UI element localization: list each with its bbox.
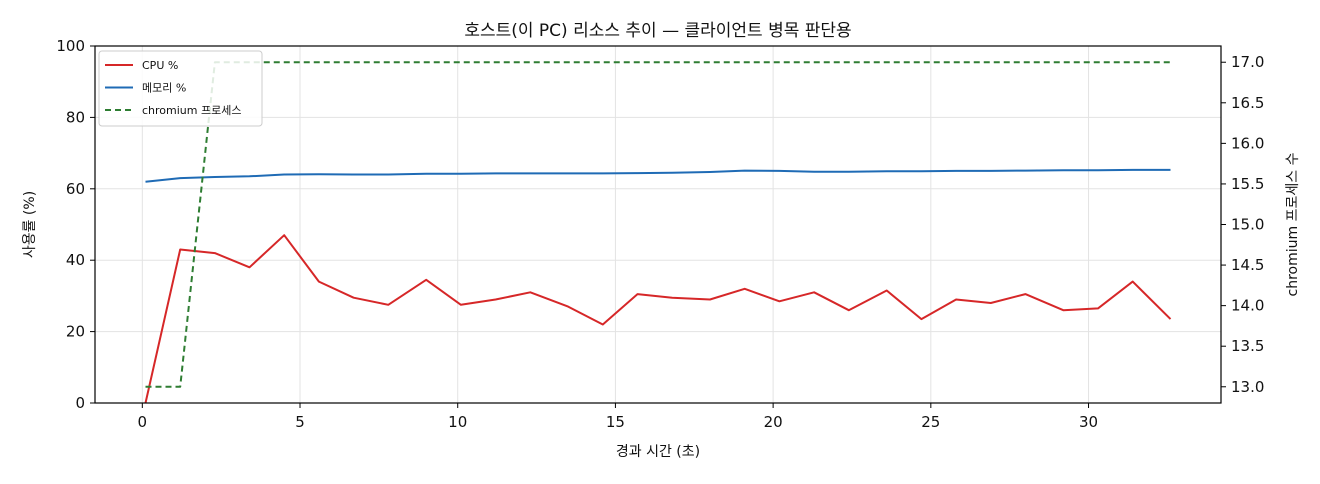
series-layer: [144, 61, 1172, 404]
chart-title: 호스트(이 PC) 리소스 추이 — 클라이언트 병목 판단용: [464, 21, 851, 41]
y-axis-label: 사용률 (%): [22, 191, 38, 258]
series-line-3: [145, 61, 1171, 388]
x-tick-label: 25: [921, 413, 940, 431]
y2-tick-label: 15.0: [1231, 216, 1264, 234]
legend-label-3: chromium 프로세스: [142, 104, 241, 117]
y2-axis-label: chromium 프로세스 수: [1285, 152, 1301, 296]
legend-box: [98, 50, 263, 127]
y-tick-label: 20: [66, 323, 85, 341]
tick-layer: 0 5 10 15 20 25 30 0 20 40 60 80 100 13.0 13.5 14.0 14.5…: [56, 37, 1264, 431]
x-axis-label: 경과 시간 (초): [616, 444, 700, 460]
y2-tick-label: 13.5: [1231, 337, 1264, 355]
y-tick-label: 100: [56, 37, 85, 55]
legend-label-1: CPU %: [142, 59, 178, 72]
x-tick-label: 5: [295, 413, 305, 431]
series-line-1: [144, 234, 1172, 404]
y2-tick-label: 16.5: [1231, 94, 1264, 112]
x-tick-label: 15: [606, 413, 625, 431]
y2-tick-label: 16.0: [1231, 134, 1264, 152]
x-tick-label: 0: [138, 413, 148, 431]
series-line-2: [145, 168, 1171, 183]
y-tick-label: 40: [66, 251, 85, 269]
y-tick-label: 0: [75, 394, 85, 412]
y2-tick-label: 17.0: [1231, 53, 1264, 71]
y2-tick-label: 15.5: [1231, 175, 1264, 193]
x-tick-label: 30: [1079, 413, 1098, 431]
x-tick-label: 10: [448, 413, 467, 431]
y-tick-label: 60: [66, 180, 85, 198]
y2-tick-label: 14.0: [1231, 297, 1264, 315]
y2-tick-label: 14.5: [1231, 256, 1264, 274]
legend-label-2: 메모리 %: [142, 82, 186, 95]
y2-tick-label: 13.0: [1231, 378, 1264, 396]
legend: CPU % 메모리 % chromium 프로세스: [98, 50, 263, 127]
x-tick-label: 20: [764, 413, 783, 431]
y-tick-label: 80: [66, 108, 85, 126]
